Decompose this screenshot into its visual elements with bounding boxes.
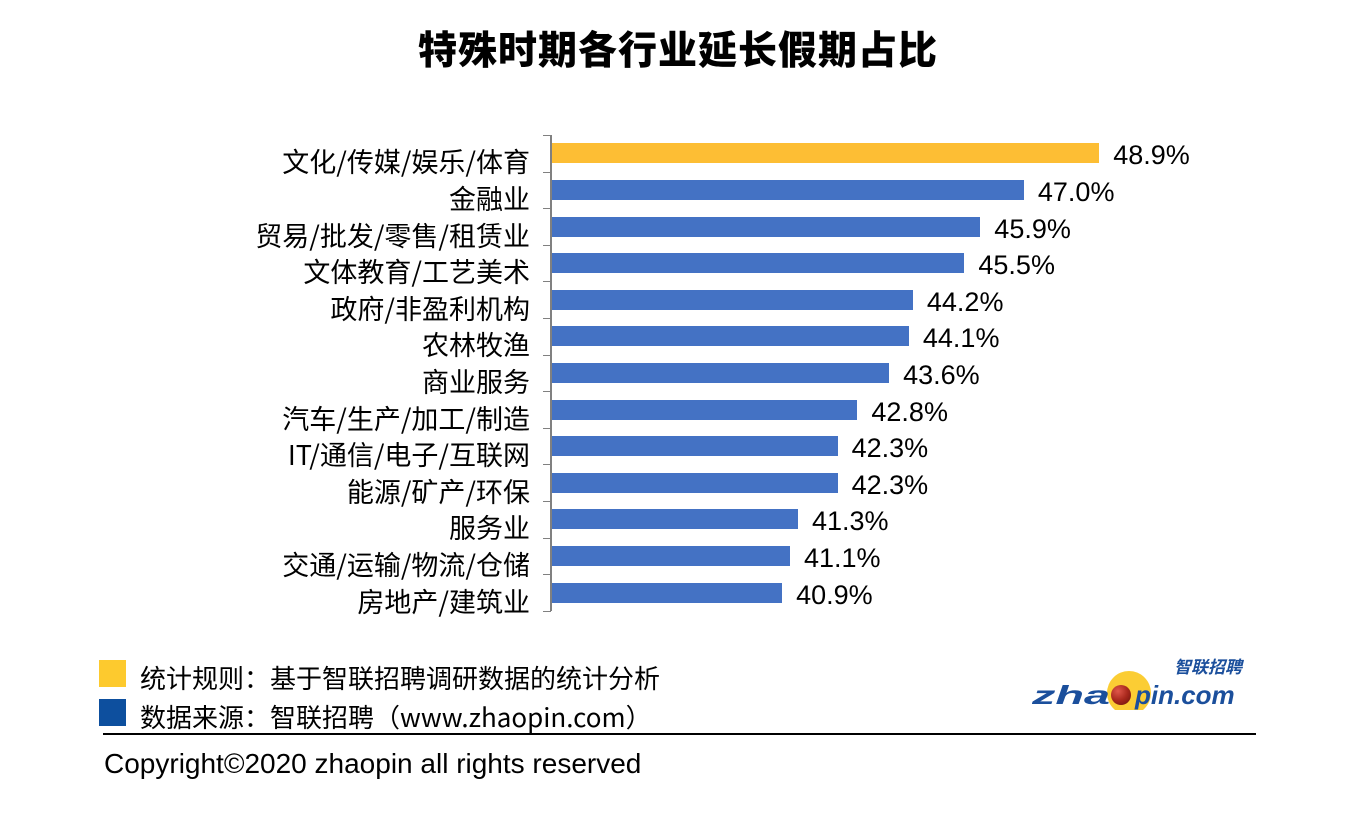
- svg-text:zha: zha: [1032, 680, 1110, 710]
- svg-text:pin.com: pin.com: [1134, 680, 1235, 710]
- svg-text:智联招聘: 智联招聘: [1174, 654, 1245, 678]
